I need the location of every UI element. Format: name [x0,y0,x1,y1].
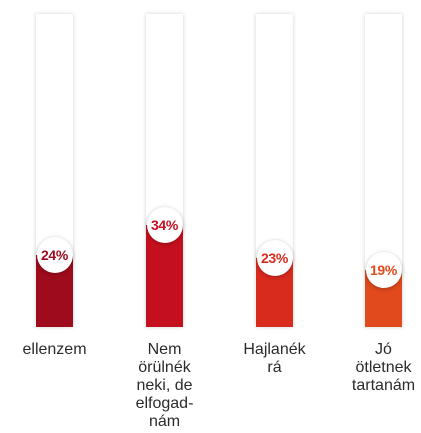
value-label: 19% [365,252,402,288]
value-label: 24% [36,237,73,273]
category-label: ellenzem [22,341,87,358]
value-label: 23% [256,240,293,276]
category-label: Hajlanék rá [243,341,306,376]
category-label: Jó ötletnek tartanám [351,341,416,394]
value-label: 34% [146,207,183,243]
category-label: Nem örülnék neki, de elfogad- nám [135,341,194,430]
